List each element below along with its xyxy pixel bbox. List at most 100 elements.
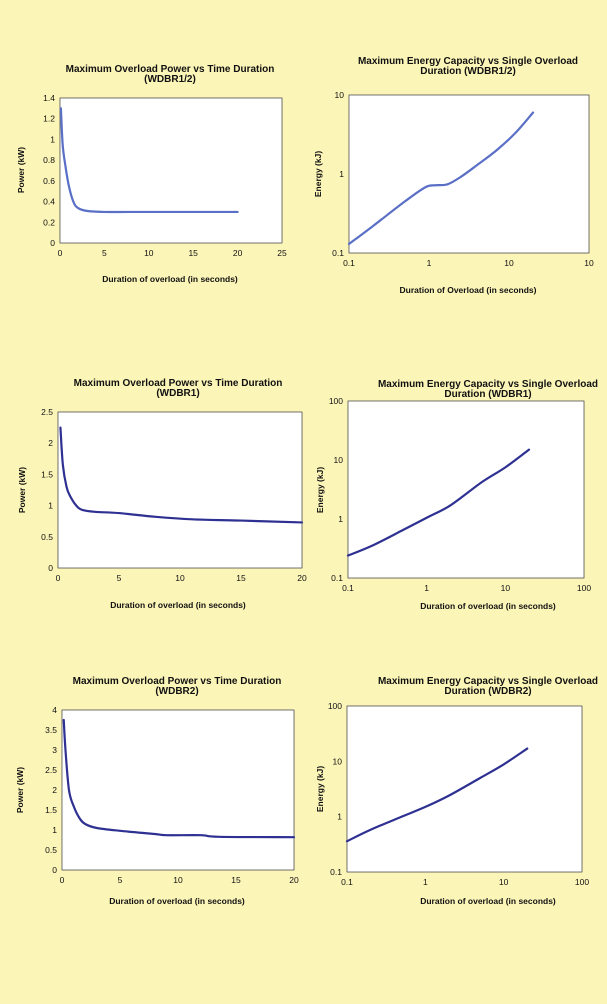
chart-title: Maximum Energy Capacity vs Single Overlo… <box>378 676 598 697</box>
y-axis-label: Energy (kJ) <box>315 766 325 812</box>
y-tick-label: 100 <box>328 701 342 711</box>
chart-title: Maximum Overload Power vs Time Duration(… <box>74 378 283 399</box>
x-tick-label: 0.1 <box>342 583 354 593</box>
chart-energy-wdbr1-2: 0.1 1 10 10 0.1 1 10 Maximum Energy Capacity vs… <box>313 56 594 295</box>
y-tick-label: 0.1 <box>331 573 343 583</box>
y-tick-label: 0.1 <box>330 867 342 877</box>
x-axis-label: Duration of overload (in seconds) <box>420 601 556 611</box>
y-tick-label: 0.5 <box>41 532 53 542</box>
y-tick-label: 3.5 <box>45 725 57 735</box>
x-axis-label: Duration of overload (in seconds) <box>109 896 245 906</box>
x-tick-label: 20 <box>233 248 243 258</box>
y-tick-label: 0.5 <box>45 845 57 855</box>
x-tick-label: 15 <box>188 248 198 258</box>
y-axis-label: Power (kW) <box>15 767 25 813</box>
chart-title-line: Duration (WDBR1/2) <box>420 66 516 77</box>
chart-title-line: Maximum Overload Power vs Time Duration <box>73 676 282 687</box>
y-axis-label: Energy (kJ) <box>313 151 323 197</box>
y-tick-label: 100 <box>329 396 343 406</box>
chart-power-wdbr1-2: 0 5 10 15 20 25 0 0.2 0.4 0.6 0.8 1 1.2 1.4 Maximum Ov… <box>16 64 287 284</box>
chart-title-line: Maximum Energy Capacity vs Single Overlo… <box>378 676 598 687</box>
x-tick-label: 10 <box>144 248 154 258</box>
x-axis-label: Duration of Overload (in seconds) <box>400 285 537 295</box>
chart-title: Maximum Overload Power vs Time Duration(… <box>66 64 275 85</box>
y-tick-label: 0.8 <box>43 155 55 165</box>
x-tick-label: 0 <box>56 573 61 583</box>
x-tick-label: 10 <box>501 583 511 593</box>
y-tick-label: 0.4 <box>43 197 55 207</box>
y-tick-label: 0.1 <box>332 248 344 258</box>
x-tick-label: 10 <box>504 258 514 268</box>
x-tick-label: 100 <box>575 877 589 887</box>
plot-frame <box>57 411 303 569</box>
chart-title-line: Maximum Overload Power vs Time Duration <box>66 64 275 75</box>
x-axis-label: Duration of overload (in seconds) <box>110 600 246 610</box>
plot-frame <box>346 705 583 873</box>
y-tick-label: 1 <box>48 501 53 511</box>
series-line <box>59 426 304 524</box>
y-tick-label: 1 <box>338 514 343 524</box>
series-line <box>346 448 531 557</box>
x-tick-label: 0 <box>60 875 65 885</box>
series-line <box>347 111 535 246</box>
x-tick-label: 15 <box>236 573 246 583</box>
y-tick-label: 0.2 <box>43 217 55 227</box>
y-tick-label: 0 <box>50 238 55 248</box>
y-tick-label: 2 <box>48 438 53 448</box>
y-tick-label: 1 <box>337 812 342 822</box>
chart-title: Maximum Energy Capacity vs Single Overlo… <box>358 56 578 77</box>
x-tick-label: 5 <box>102 248 107 258</box>
x-tick-label: 5 <box>118 875 123 885</box>
x-axis-label: Duration of overload (in seconds) <box>102 274 238 284</box>
x-tick-label: 5 <box>117 573 122 583</box>
chart-title: Maximum Energy Capacity vs Single Overlo… <box>378 379 598 400</box>
y-tick-label: 3 <box>52 745 57 755</box>
x-tick-label: 0.1 <box>341 877 353 887</box>
y-tick-label: 1 <box>50 134 55 144</box>
y-tick-label: 1.5 <box>41 469 53 479</box>
chart-title-line: Duration (WDBR1) <box>444 389 531 400</box>
y-axis-label: Power (kW) <box>17 467 27 513</box>
x-tick-label: 25 <box>277 248 287 258</box>
x-tick-label: 0 <box>58 248 63 258</box>
y-tick-label: 1 <box>52 825 57 835</box>
y-tick-label: 1 <box>339 169 344 179</box>
chart-energy-wdbr2: 0.1 1 10 100 0.1 1 10 100 Maximum Energy Capacit… <box>315 676 598 906</box>
y-tick-label: 0.6 <box>43 176 55 186</box>
chart-title-line: (WDBR1) <box>156 388 199 399</box>
chart-title: Maximum Overload Power vs Time Duration(… <box>73 676 282 697</box>
series-line <box>345 747 529 843</box>
chart-title-line: (WDBR2) <box>155 686 198 697</box>
x-tick-label: 100 <box>577 583 591 593</box>
y-tick-label: 4 <box>52 705 57 715</box>
chart-title-line: Maximum Energy Capacity vs Single Overlo… <box>358 56 578 67</box>
y-axis-label: Energy (kJ) <box>315 467 325 513</box>
y-tick-label: 1.2 <box>43 114 55 124</box>
series-line <box>62 718 296 839</box>
plot-frame <box>59 97 283 244</box>
y-tick-label: 1.5 <box>45 805 57 815</box>
chart-title-line: Maximum Energy Capacity vs Single Overlo… <box>378 379 598 390</box>
x-tick-label: 10 <box>584 258 594 268</box>
plot-frame <box>61 709 295 871</box>
y-tick-label: 2 <box>52 785 57 795</box>
y-tick-label: 0 <box>52 865 57 875</box>
x-tick-label: 10 <box>173 875 183 885</box>
y-axis-label: Power (kW) <box>16 147 26 193</box>
x-tick-label: 20 <box>289 875 299 885</box>
chart-energy-wdbr1: 0.1 1 10 100 0.1 1 10 100 Maximum Energy Capacit… <box>315 379 598 611</box>
chart-title-line: (WDBR1/2) <box>144 74 196 85</box>
y-tick-label: 1.4 <box>43 93 55 103</box>
x-tick-label: 15 <box>231 875 241 885</box>
y-tick-label: 0 <box>48 563 53 573</box>
y-tick-label: 2.5 <box>41 407 53 417</box>
plot-frame <box>347 400 585 579</box>
x-tick-label: 1 <box>423 877 428 887</box>
y-tick-label: 10 <box>333 756 343 766</box>
y-tick-label: 10 <box>334 455 344 465</box>
x-tick-label: 10 <box>175 573 185 583</box>
y-tick-label: 10 <box>335 90 345 100</box>
chart-power-wdbr2: 0 5 10 15 20 0 0.5 1 1.5 2 2.5 3 3.5 4 Maximum Overloa… <box>15 676 299 906</box>
x-tick-label: 1 <box>427 258 432 268</box>
